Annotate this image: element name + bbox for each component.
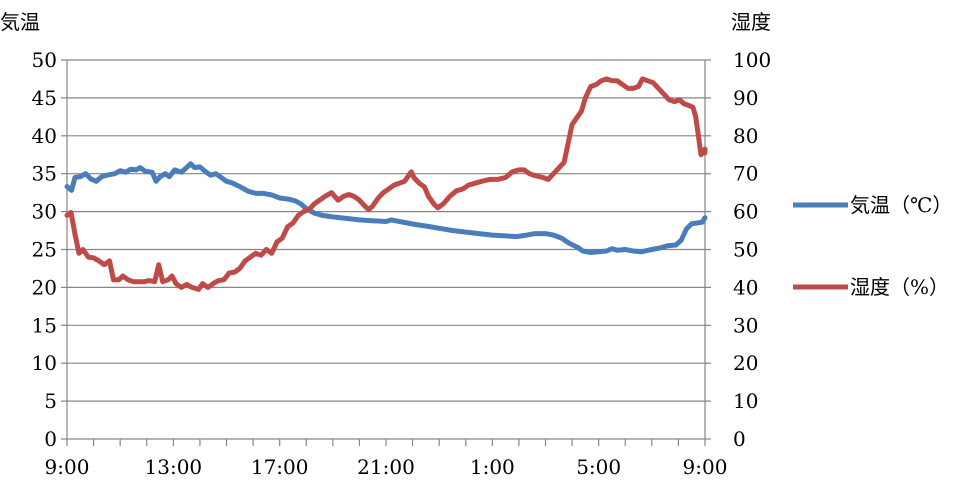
axes (61, 59, 711, 446)
y-right-tick-label: 80 (733, 124, 758, 148)
y-left-tick-label: 0 (44, 427, 57, 451)
y-left-tick-label: 10 (32, 351, 57, 375)
x-tick-label: 9:00 (45, 455, 90, 479)
y-right-tick-label: 10 (733, 389, 758, 413)
x-tick-label: 9:00 (683, 455, 728, 479)
series-line-humidity (64, 76, 708, 292)
x-tick-label: 13:00 (145, 455, 203, 479)
y-right-tick-label: 70 (733, 162, 758, 186)
y-right-tick-label: 0 (733, 427, 746, 451)
y-right-axis-title: 湿度 (731, 10, 771, 34)
y-left-tick-label: 50 (32, 48, 57, 72)
x-tick-label: 5:00 (576, 455, 621, 479)
y-left-tick-label: 25 (32, 238, 57, 262)
y-right-tick-label: 100 (733, 48, 771, 72)
y-left-tick-label: 15 (32, 313, 57, 337)
y-left-tick-label: 20 (32, 275, 57, 299)
y-right-tick-label: 40 (733, 275, 758, 299)
legend: 気温（℃） 湿度（%） (793, 193, 952, 299)
y-right-tick-labels: 0 10 20 30 40 50 60 70 80 90 100 (733, 48, 771, 451)
y-right-tick-label: 30 (733, 313, 758, 337)
x-tick-label: 21:00 (357, 455, 415, 479)
y-left-tick-label: 45 (32, 86, 57, 110)
x-tick-label: 1:00 (470, 455, 515, 479)
x-tick-label: 17:00 (251, 455, 309, 479)
gridlines (67, 59, 705, 402)
y-right-tick-label: 50 (733, 238, 758, 262)
y-left-tick-labels: 0 5 10 15 20 25 30 35 40 45 50 (32, 48, 57, 451)
x-tick-labels: 9:00 13:00 17:00 21:00 1:00 5:00 9:00 (45, 455, 728, 479)
y-left-tick-label: 40 (32, 124, 57, 148)
series-lines (64, 76, 708, 292)
y-left-axis-title: 気温 (0, 10, 40, 34)
y-left-tick-label: 30 (32, 200, 57, 224)
series-line-temperature (64, 161, 708, 255)
y-right-tick-label: 90 (733, 86, 758, 110)
y-left-tick-label: 35 (32, 162, 57, 186)
y-left-tick-label: 5 (44, 389, 57, 413)
legend-label-humidity: 湿度（%） (850, 275, 949, 299)
y-right-tick-label: 20 (733, 351, 758, 375)
y-right-tick-label: 60 (733, 200, 758, 224)
legend-label-temperature: 気温（℃） (850, 193, 952, 217)
